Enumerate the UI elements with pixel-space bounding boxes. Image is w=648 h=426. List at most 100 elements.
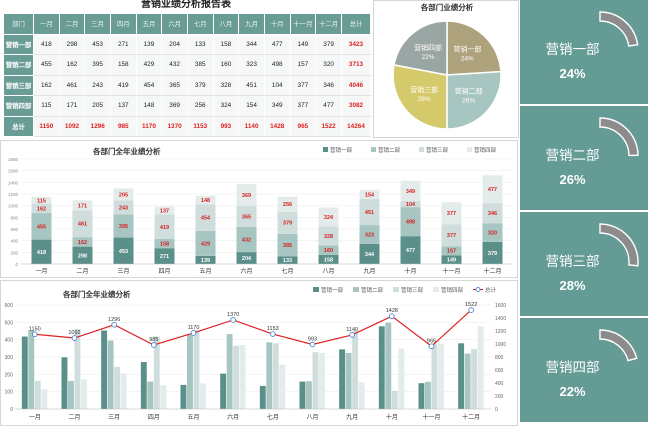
y-tick-label: 300: [5, 355, 14, 361]
table-cell: 154: [238, 95, 265, 117]
stacked-bar-label: 349: [406, 189, 415, 195]
header-cell: 一月: [33, 13, 60, 35]
total-point: [270, 331, 276, 337]
stacked-bar-label: 379: [488, 251, 497, 257]
kpi-card: 营销二部 26%: [520, 106, 648, 210]
header-cell: 六月: [161, 13, 188, 35]
header-cell: 四月: [109, 13, 137, 35]
y-tick-label: 1400: [8, 180, 19, 185]
table-row: 营销二部 455 162 395 158 429 432 385 160 323 498 157 320…: [3, 54, 371, 76]
table-cell: 162: [33, 74, 60, 96]
stacked-bar-segment: [482, 175, 503, 204]
table-header-row: 部门 一月 二月 三月 四月 五月 六月 七月 八月 九月 十月 十一月 十二月…: [3, 13, 371, 35]
combo-bar: [385, 322, 392, 409]
combo-bar: [160, 385, 167, 409]
stacked-bar-label: 324: [324, 215, 334, 221]
combo-bar: [81, 379, 87, 409]
x-tick-label: 十一月: [442, 267, 460, 275]
table-cell: 271: [109, 33, 137, 55]
kpi-gauge-arc: [599, 11, 639, 47]
total-point: [151, 342, 157, 348]
total-point: [389, 313, 395, 319]
stacked-bar-segment: [359, 198, 380, 226]
total-point-label: 1092: [68, 330, 80, 336]
stacked-bar-label: 158: [160, 242, 169, 248]
total-point: [309, 341, 316, 348]
stacked-bar-segment: [113, 188, 134, 201]
x-tick-label: 七月: [267, 413, 279, 421]
combo-bar: [187, 334, 193, 409]
report-title: 营销业绩分析报告表: [141, 0, 231, 10]
y-tick-label: 400: [5, 338, 14, 344]
table-cell: 451: [238, 74, 265, 96]
combo-bar: [107, 340, 114, 409]
stacked-bar-label: 320: [488, 231, 497, 237]
stacked-bar-segment: [72, 200, 93, 211]
x-tick-label: 三月: [117, 268, 129, 275]
x-tick-label: 十月: [386, 413, 398, 421]
stacked-bar-label: 498: [406, 220, 415, 226]
total-point: [468, 307, 474, 313]
row-dept-label: 营销二部: [3, 54, 34, 76]
table-cell: 418: [33, 33, 60, 55]
combo-bar: [418, 383, 425, 409]
total-point: [230, 317, 236, 323]
header-cell: 十一月: [289, 13, 317, 35]
table-row: 营销四部 115 171 205 137 148 369 256 324 154 349 377 477…: [3, 95, 371, 117]
y-tick-label: 600: [5, 303, 14, 309]
y-tick-label: 1000: [8, 204, 19, 209]
combo-bar: [477, 326, 484, 409]
table-cell: 498: [263, 54, 291, 76]
stacked-bar-segment: [195, 255, 216, 264]
table-cell: 328: [212, 74, 240, 96]
y2-tick-label: 400: [495, 381, 504, 387]
kpi-value: 24%: [559, 66, 586, 81]
stacked-bar-label: 369: [242, 193, 251, 199]
total-point-label: 1296: [108, 317, 120, 323]
y2-tick-label: 600: [495, 368, 504, 374]
stacked-bar-label: 461: [78, 222, 87, 228]
stacked-bar-label: 139: [201, 258, 210, 264]
kpi-gauge: [599, 11, 639, 47]
stacked-bar-label: 162: [37, 206, 46, 212]
kpi-card: 营销一部 24%: [520, 0, 648, 104]
combo-bar: [339, 349, 346, 409]
stacked-bar-label: 137: [160, 209, 169, 215]
stacked-bar-segment: [482, 223, 503, 242]
total-point-label: 1153: [267, 326, 279, 332]
total-cell: 1522: [315, 115, 342, 137]
total-cell: 985: [109, 115, 137, 137]
stacked-bar-segment: [72, 210, 93, 238]
combo-bar: [120, 373, 127, 409]
pie-slice-label: 22%: [422, 54, 435, 61]
total-point-label: 1170: [188, 325, 200, 331]
combo-bar: [34, 380, 41, 409]
legend-swatch: [323, 147, 328, 152]
header-cell: 五月: [135, 13, 163, 35]
x-tick-label: 十二月: [462, 413, 480, 421]
combo-bar: [41, 389, 48, 409]
stacked-bar-segment: [195, 195, 216, 205]
y-tick-label: 1200: [8, 192, 19, 197]
x-tick-label: 七月: [281, 267, 293, 275]
y2-tick-label: 1000: [495, 342, 506, 348]
stacked-bar-segment: [154, 214, 175, 239]
combo-bar: [180, 384, 187, 409]
table-cell: 148: [135, 95, 163, 117]
table-cell: 344: [238, 33, 265, 55]
table-cell: 429: [135, 54, 163, 76]
combo-bar: [193, 330, 200, 409]
y2-tick-label: 0: [495, 407, 498, 413]
x-tick-label: 二月: [68, 414, 80, 421]
pie-slice: [392, 64, 448, 130]
kpi-value: 28%: [559, 278, 586, 293]
stacked-bar-segment: [236, 205, 257, 227]
stacked-bar-segment: [359, 243, 380, 264]
table-cell: 379: [186, 74, 214, 96]
legend-label: 营销四部: [441, 286, 464, 294]
total-row-label: 总计: [3, 115, 34, 137]
table-row: 营销三部 162 461 243 419 454 365 379 328 451 104 377 346…: [3, 74, 371, 96]
table-cell: 379: [315, 33, 342, 55]
stacked-bar-segment: [154, 238, 175, 249]
stacked-bar-label: 344: [365, 252, 375, 258]
